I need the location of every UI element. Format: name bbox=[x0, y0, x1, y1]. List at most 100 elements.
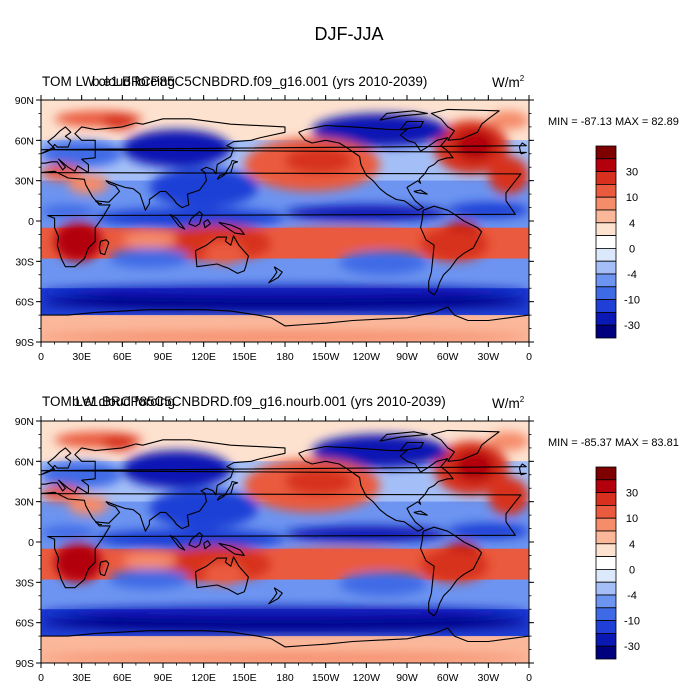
panel-1-min-max: MIN = -87.13 MAX = 82.89 bbox=[548, 116, 679, 128]
panel-1-title-b: b.e1.BRCP85C5CNBDRD.f09_g16.001 (yrs 201… bbox=[92, 74, 427, 89]
panel-2-min-max: MIN = -85.37 MAX = 83.81 bbox=[548, 437, 679, 449]
coastline bbox=[399, 441, 424, 452]
lon-tick-label: 120E bbox=[191, 672, 216, 684]
colorbar-box bbox=[595, 581, 617, 596]
colorbar-tick-label: -30 bbox=[624, 641, 640, 653]
coastline bbox=[430, 429, 500, 462]
panel-1-title-a: TOM LW cloud forcing bbox=[42, 74, 175, 89]
field-region bbox=[420, 227, 489, 262]
coastline bbox=[268, 587, 283, 605]
field-region bbox=[285, 468, 353, 495]
lat-tick-label: 60S bbox=[15, 297, 34, 309]
field-region bbox=[68, 494, 109, 516]
colorbar-box bbox=[595, 196, 617, 211]
field-region bbox=[41, 461, 123, 489]
lon-tick-label: 90W bbox=[396, 351, 418, 363]
colorbar-box bbox=[595, 273, 617, 288]
coastline bbox=[203, 540, 211, 550]
coastline bbox=[41, 126, 72, 155]
lon-tick-label: 0 bbox=[526, 672, 532, 684]
coastline bbox=[216, 159, 239, 180]
coastline bbox=[41, 463, 527, 476]
lon-tick-label: 30E bbox=[72, 351, 91, 363]
field-region bbox=[122, 231, 177, 248]
field-region bbox=[447, 202, 529, 219]
coastline bbox=[41, 627, 529, 648]
coastline bbox=[41, 122, 137, 174]
field-region bbox=[41, 525, 96, 540]
colorbar-box bbox=[595, 504, 617, 519]
lon-tick-label: 90E bbox=[154, 672, 173, 684]
panel-2-map bbox=[41, 421, 529, 663]
field-region bbox=[95, 207, 285, 228]
field-region bbox=[271, 227, 407, 248]
panel-2-title-b: b.e1.BRCP85C5CNBDRD.f09_g16.nourb.001 (y… bbox=[72, 394, 446, 409]
colorbar-box bbox=[595, 222, 617, 237]
coastline bbox=[420, 205, 483, 296]
coastline bbox=[203, 219, 211, 229]
colorbar-box bbox=[595, 286, 617, 300]
field-region bbox=[488, 477, 529, 516]
field-region bbox=[54, 542, 102, 583]
field-region bbox=[41, 204, 96, 219]
lat-tick-label: 90S bbox=[15, 337, 34, 349]
field-region bbox=[447, 523, 529, 540]
colorbar-box bbox=[595, 543, 617, 557]
colorbar-tick-label: 4 bbox=[629, 218, 635, 230]
lon-tick-label: 0 bbox=[526, 351, 532, 363]
coastline bbox=[41, 170, 522, 268]
coastline bbox=[413, 510, 428, 516]
coastline bbox=[268, 266, 283, 284]
colorbar-tick-label: -10 bbox=[624, 616, 640, 628]
panel-1-axes: 90N 60N 30N 0 30S 60S 90S 0 30E 60E 90E 120E 150E 180… bbox=[15, 95, 534, 363]
coastline bbox=[41, 443, 137, 495]
colorbar-tick-label: 0 bbox=[629, 243, 635, 255]
panel-1: TOM LW cloud forcing b.e1.BRCP85C5CNBDRD… bbox=[15, 74, 679, 363]
panel-2-colorbar: 30 10 4 0 -4 -10 -30 bbox=[595, 466, 640, 660]
lon-tick-label: 120W bbox=[353, 351, 381, 363]
coastline bbox=[413, 189, 428, 195]
lat-tick-label: 0 bbox=[28, 216, 34, 228]
field-region bbox=[41, 140, 123, 168]
lat-tick-label: 30N bbox=[15, 497, 34, 509]
coastline bbox=[41, 491, 522, 589]
lon-tick-label: 120W bbox=[353, 672, 381, 684]
colorbar-box bbox=[595, 247, 617, 262]
colorbar-tick-label: 30 bbox=[626, 167, 638, 179]
coastline bbox=[194, 556, 249, 595]
colorbar-box bbox=[595, 171, 617, 185]
lat-tick-label: 90N bbox=[15, 416, 34, 428]
field-region bbox=[285, 525, 448, 542]
panel-2-axes: 90N 60N 30N 0 30S 60S 90S 0 30E 60E 90E 120E 150E 180… bbox=[15, 416, 534, 684]
lon-tick-label: 90W bbox=[396, 672, 418, 684]
colorbar-tick-label: -10 bbox=[624, 295, 640, 307]
lon-tick-label: 180 bbox=[276, 351, 294, 363]
colorbar-tick-label: 10 bbox=[626, 192, 638, 204]
lat-tick-label: 30S bbox=[15, 256, 34, 268]
lat-tick-label: 60N bbox=[15, 135, 34, 147]
field-region bbox=[339, 250, 428, 275]
coastline bbox=[216, 480, 239, 501]
panel-2: TOM LW cloud forcing b.e1.BRCP85C5CNBDRD… bbox=[15, 394, 679, 684]
colorbar-tick-label: 4 bbox=[629, 539, 635, 551]
colorbar-tick-label: 0 bbox=[629, 564, 635, 576]
lon-tick-label: 120E bbox=[191, 351, 216, 363]
colorbar-tick-label: -4 bbox=[627, 269, 637, 281]
coastline bbox=[41, 142, 527, 155]
coastline bbox=[399, 120, 424, 131]
coastline bbox=[298, 124, 454, 211]
lat-tick-label: 30S bbox=[15, 577, 34, 589]
field-region bbox=[41, 615, 529, 631]
lat-tick-label: 0 bbox=[28, 537, 34, 549]
field-region bbox=[271, 548, 407, 569]
lon-tick-label: 180 bbox=[276, 672, 294, 684]
lon-tick-label: 30E bbox=[72, 672, 91, 684]
colorbar-box bbox=[595, 145, 617, 160]
coastline bbox=[379, 110, 428, 121]
field-region bbox=[339, 571, 428, 596]
colorbar-box bbox=[595, 158, 617, 173]
lon-tick-label: 150E bbox=[232, 351, 257, 363]
field-region bbox=[41, 331, 529, 342]
field-region bbox=[454, 129, 496, 161]
field-region bbox=[285, 204, 448, 221]
